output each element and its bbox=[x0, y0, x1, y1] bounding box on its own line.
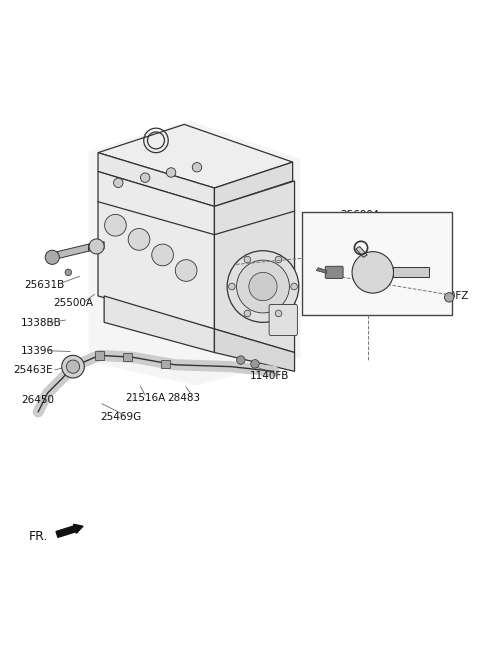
Circle shape bbox=[251, 359, 259, 368]
Circle shape bbox=[444, 293, 454, 302]
Polygon shape bbox=[98, 125, 293, 188]
Circle shape bbox=[167, 168, 176, 177]
Bar bbox=[95, 351, 104, 359]
Polygon shape bbox=[89, 242, 104, 251]
Circle shape bbox=[352, 252, 394, 293]
Circle shape bbox=[152, 244, 173, 266]
Polygon shape bbox=[215, 329, 295, 371]
Circle shape bbox=[237, 356, 245, 364]
Polygon shape bbox=[356, 247, 367, 257]
Polygon shape bbox=[215, 181, 295, 352]
Polygon shape bbox=[98, 171, 215, 329]
FancyArrow shape bbox=[56, 524, 83, 537]
Text: 25623R: 25623R bbox=[343, 236, 384, 246]
Circle shape bbox=[66, 360, 80, 373]
Text: 25600A: 25600A bbox=[341, 210, 381, 220]
Circle shape bbox=[175, 260, 197, 281]
Text: 1140FB: 1140FB bbox=[250, 371, 289, 381]
Text: 1140FZ: 1140FZ bbox=[430, 291, 469, 301]
Text: 25463E: 25463E bbox=[13, 365, 53, 375]
Text: 26450: 26450 bbox=[21, 395, 54, 405]
Circle shape bbox=[244, 310, 251, 317]
Text: 28483: 28483 bbox=[168, 393, 201, 403]
Circle shape bbox=[62, 356, 84, 378]
Polygon shape bbox=[98, 153, 215, 207]
Circle shape bbox=[141, 173, 150, 182]
FancyBboxPatch shape bbox=[269, 304, 298, 335]
Circle shape bbox=[45, 250, 60, 264]
Circle shape bbox=[244, 256, 251, 263]
Text: 21516A: 21516A bbox=[125, 393, 165, 403]
Text: 25631B: 25631B bbox=[24, 279, 64, 290]
Bar bbox=[302, 212, 452, 315]
Bar bbox=[161, 359, 169, 368]
Circle shape bbox=[275, 256, 282, 263]
Circle shape bbox=[128, 228, 150, 250]
Polygon shape bbox=[215, 162, 293, 207]
Circle shape bbox=[275, 310, 282, 317]
Circle shape bbox=[65, 269, 72, 276]
Text: 25500A: 25500A bbox=[53, 298, 93, 308]
Text: 25469G: 25469G bbox=[100, 411, 142, 422]
Bar bbox=[123, 353, 132, 361]
Circle shape bbox=[227, 251, 299, 322]
Polygon shape bbox=[104, 296, 215, 352]
Circle shape bbox=[228, 283, 235, 290]
Circle shape bbox=[192, 163, 202, 172]
Text: 39220G: 39220G bbox=[309, 268, 350, 277]
Circle shape bbox=[291, 283, 298, 290]
Circle shape bbox=[89, 239, 104, 254]
Polygon shape bbox=[393, 267, 429, 277]
Polygon shape bbox=[49, 244, 89, 260]
Text: 13396: 13396 bbox=[21, 346, 54, 356]
Text: FR.: FR. bbox=[29, 530, 48, 543]
Circle shape bbox=[105, 215, 126, 236]
FancyBboxPatch shape bbox=[325, 266, 343, 279]
Polygon shape bbox=[316, 268, 326, 274]
Circle shape bbox=[249, 272, 277, 300]
Circle shape bbox=[114, 178, 123, 188]
Text: 1338BB: 1338BB bbox=[21, 318, 62, 328]
Polygon shape bbox=[89, 121, 300, 386]
Circle shape bbox=[237, 260, 289, 313]
